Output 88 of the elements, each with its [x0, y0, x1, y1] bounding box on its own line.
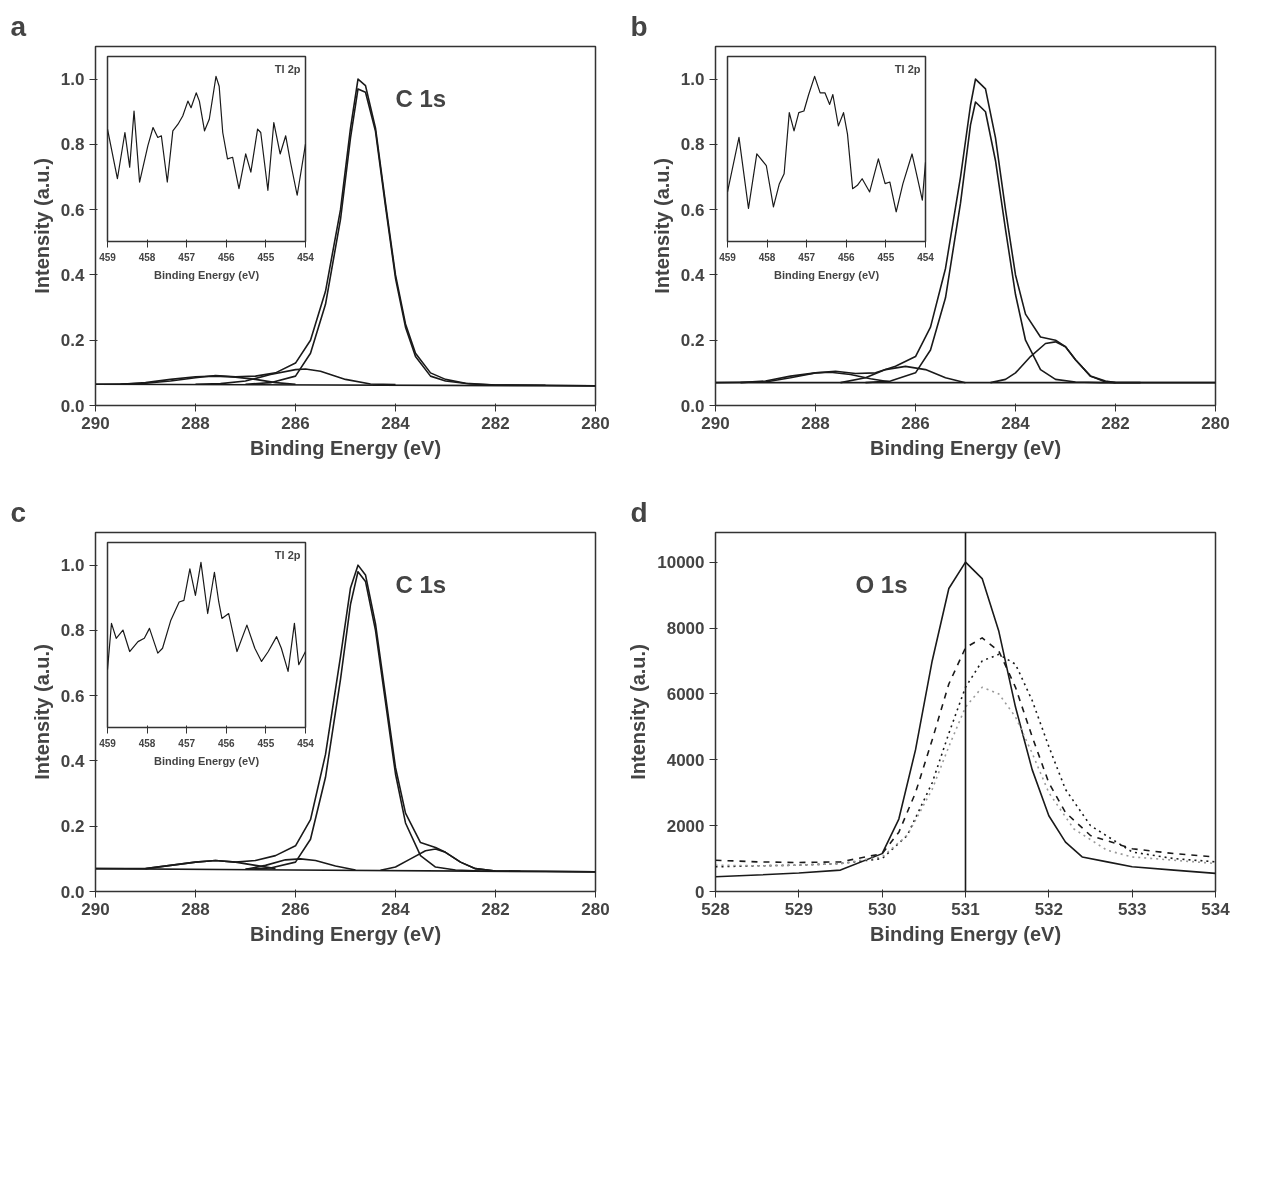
y-tick-label: 0.6: [60, 200, 85, 220]
y-tick-label: 1.0: [60, 70, 85, 90]
y-tick-label: 0.0: [60, 882, 85, 902]
x-tick-label: 290: [81, 413, 110, 433]
y-tick-label: 0.2: [680, 331, 705, 351]
x-tick-label: 282: [481, 899, 510, 919]
x-tick-label: 530: [867, 899, 897, 919]
x-tick-label: 458: [138, 737, 156, 749]
annotation: C 1s: [395, 84, 447, 112]
x-axis-title: Binding Energy (eV): [869, 436, 1062, 459]
x-tick-label: 457: [178, 251, 196, 263]
y-axis-title: Intensity (a.u.): [30, 644, 53, 780]
x-tick-label: 528: [701, 899, 730, 919]
y-axis-title: Intensity (a.u.): [650, 158, 673, 294]
x-tick-label: 280: [1201, 413, 1230, 433]
x-axis-title: Binding Energy (eV): [249, 922, 442, 945]
x-tick-label: 534: [1201, 899, 1231, 919]
x-tick-label: 456: [217, 251, 236, 263]
chart-title: Tl 2p: [894, 62, 921, 75]
x-tick-label: 459: [99, 251, 117, 263]
x-axis-title: Binding Energy (eV): [153, 268, 260, 281]
chart-title: a: [10, 10, 27, 42]
x-tick-label: 280: [581, 899, 610, 919]
x-tick-label: 284: [381, 413, 411, 433]
chart-title: d: [630, 496, 648, 528]
x-tick-label: 286: [281, 413, 310, 433]
x-tick-label: 284: [1001, 413, 1031, 433]
y-tick-label: 6000: [666, 684, 705, 704]
x-tick-label: 282: [1101, 413, 1130, 433]
x-tick-label: 288: [181, 413, 210, 433]
x-axis-title: Binding Energy (eV): [773, 268, 880, 281]
y-tick-label: 0.8: [680, 135, 705, 155]
x-tick-label: 455: [257, 737, 275, 749]
x-tick-label: 531: [951, 899, 980, 919]
y-tick-label: 0.4: [60, 265, 86, 285]
x-axis-title: Binding Energy (eV): [153, 754, 260, 767]
x-tick-label: 459: [719, 251, 737, 263]
y-tick-label: 8000: [666, 619, 705, 639]
x-tick-label: 288: [801, 413, 830, 433]
x-tick-label: 280: [581, 413, 610, 433]
y-tick-label: 1.0: [60, 556, 85, 576]
annotation: C 1s: [395, 570, 447, 598]
chart-title: Tl 2p: [274, 548, 301, 561]
chart-title: b: [630, 10, 648, 42]
x-tick-label: 455: [877, 251, 895, 263]
y-tick-label: 4000: [666, 750, 705, 770]
x-tick-label: 286: [281, 899, 310, 919]
x-axis-title: Binding Energy (eV): [249, 436, 442, 459]
x-tick-label: 290: [701, 413, 730, 433]
annotation: O 1s: [855, 570, 908, 598]
x-tick-label: 456: [217, 737, 236, 749]
y-tick-label: 0.4: [60, 751, 86, 771]
y-tick-label: 0.2: [60, 331, 85, 351]
y-tick-label: 0.4: [680, 265, 706, 285]
x-tick-label: 457: [798, 251, 816, 263]
x-tick-label: 284: [381, 899, 411, 919]
x-tick-label: 459: [99, 737, 117, 749]
x-tick-label: 454: [917, 251, 935, 263]
x-tick-label: 532: [1034, 899, 1064, 919]
x-tick-label: 455: [257, 251, 275, 263]
y-tick-label: 0.0: [60, 396, 85, 416]
x-axis-title: Binding Energy (eV): [869, 922, 1062, 945]
y-tick-label: 0.6: [60, 686, 85, 706]
x-tick-label: 454: [297, 251, 315, 263]
y-axis-title: Intensity (a.u.): [627, 644, 650, 780]
y-tick-label: 2000: [666, 816, 705, 836]
y-tick-label: 10000: [657, 553, 705, 573]
chart-title: c: [10, 496, 27, 528]
y-tick-label: 0.6: [680, 200, 705, 220]
chart-title: Tl 2p: [274, 62, 301, 75]
x-tick-label: 533: [1117, 899, 1147, 919]
y-tick-label: 0.2: [60, 817, 85, 837]
x-tick-label: 458: [138, 251, 156, 263]
x-tick-label: 288: [181, 899, 210, 919]
x-tick-label: 454: [297, 737, 315, 749]
x-tick-label: 457: [178, 737, 196, 749]
y-tick-label: 0.8: [60, 135, 85, 155]
x-tick-label: 286: [901, 413, 930, 433]
y-tick-label: 0.8: [60, 621, 85, 641]
y-tick-label: 0.0: [680, 396, 705, 416]
y-tick-label: 0: [695, 882, 705, 902]
y-tick-label: 1.0: [680, 70, 705, 90]
x-tick-label: 458: [758, 251, 776, 263]
x-tick-label: 290: [81, 899, 110, 919]
x-tick-label: 529: [784, 899, 814, 919]
x-tick-label: 282: [481, 413, 510, 433]
y-axis-title: Intensity (a.u.): [30, 158, 53, 294]
x-tick-label: 456: [837, 251, 856, 263]
